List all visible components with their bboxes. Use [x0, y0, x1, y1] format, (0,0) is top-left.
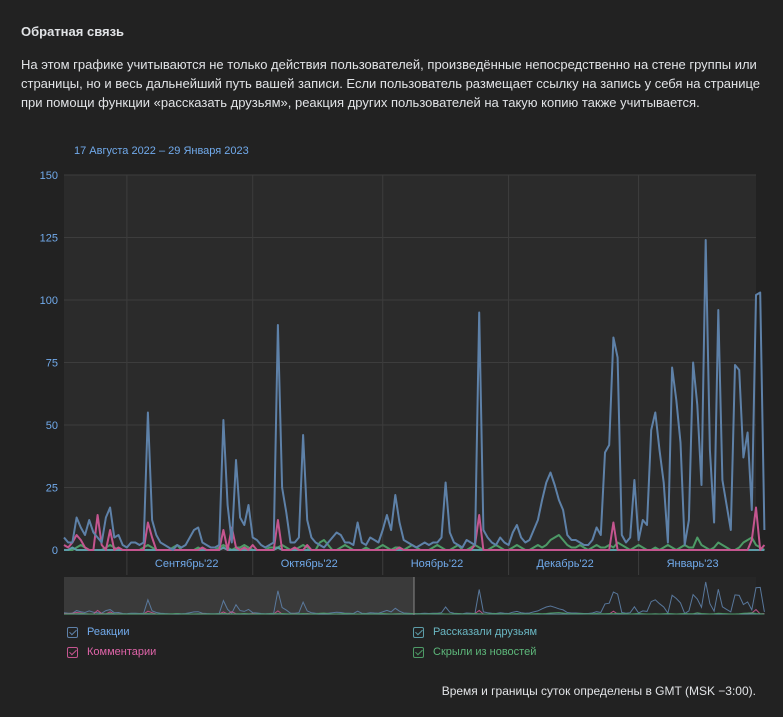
feedback-chart: 0 25 50 75 100 125 150 Сентябрь'22 Октябрь'22 Но…: [40, 170, 766, 615]
chart-grid: [64, 174, 756, 575]
legend-label-shared: Рассказали друзьям: [433, 626, 538, 638]
x-tick-label: Декабрь'22: [537, 558, 594, 570]
y-axis-ticks: 0 25 50 75 100 125 150: [40, 170, 58, 557]
section-title: Обратная связь: [21, 24, 125, 39]
y-tick-label: 100: [40, 295, 58, 307]
checkbox-icon[interactable]: [67, 646, 78, 658]
legend-label-comments: Комментарии: [87, 646, 157, 658]
series-line-reactions: [63, 239, 766, 551]
date-range: 17 Августа 2022 – 29 Января 2023: [74, 145, 249, 157]
y-tick-label: 125: [40, 233, 58, 245]
series-lines: [63, 239, 766, 551]
y-tick-label: 150: [40, 170, 58, 182]
y-tick-label: 50: [46, 420, 58, 432]
checkbox-icon[interactable]: [413, 646, 424, 658]
x-tick-label: Ноябрь'22: [411, 558, 464, 570]
legend-item-reactions[interactable]: Реакции: [67, 626, 130, 638]
timezone-note: Время и границы суток определены в GMT (…: [441, 684, 756, 698]
legend-item-hidden[interactable]: Скрыли из новостей: [413, 646, 536, 658]
y-tick-label: 75: [46, 358, 58, 370]
checkbox-icon[interactable]: [67, 626, 78, 638]
checkbox-icon[interactable]: [413, 626, 424, 638]
x-tick-label: Октябрь'22: [281, 558, 338, 570]
section-description: На этом графике учитываются не только де…: [21, 57, 760, 110]
legend-label-reactions: Реакции: [87, 626, 130, 638]
y-tick-label: 0: [52, 545, 58, 557]
x-tick-label: Сентябрь'22: [155, 558, 219, 570]
x-axis-ticks: Сентябрь'22 Октябрь'22 Ноябрь'22 Декабрь'22…: [155, 558, 719, 570]
legend-item-comments[interactable]: Комментарии: [67, 646, 156, 658]
legend-label-hidden: Скрыли из новостей: [433, 646, 537, 658]
legend-item-shared[interactable]: Рассказали друзьям: [413, 626, 537, 638]
x-tick-label: Январь'23: [667, 558, 719, 570]
range-navigator[interactable]: [63, 577, 765, 615]
series-line-comments: [63, 506, 766, 551]
y-tick-label: 25: [46, 483, 58, 495]
